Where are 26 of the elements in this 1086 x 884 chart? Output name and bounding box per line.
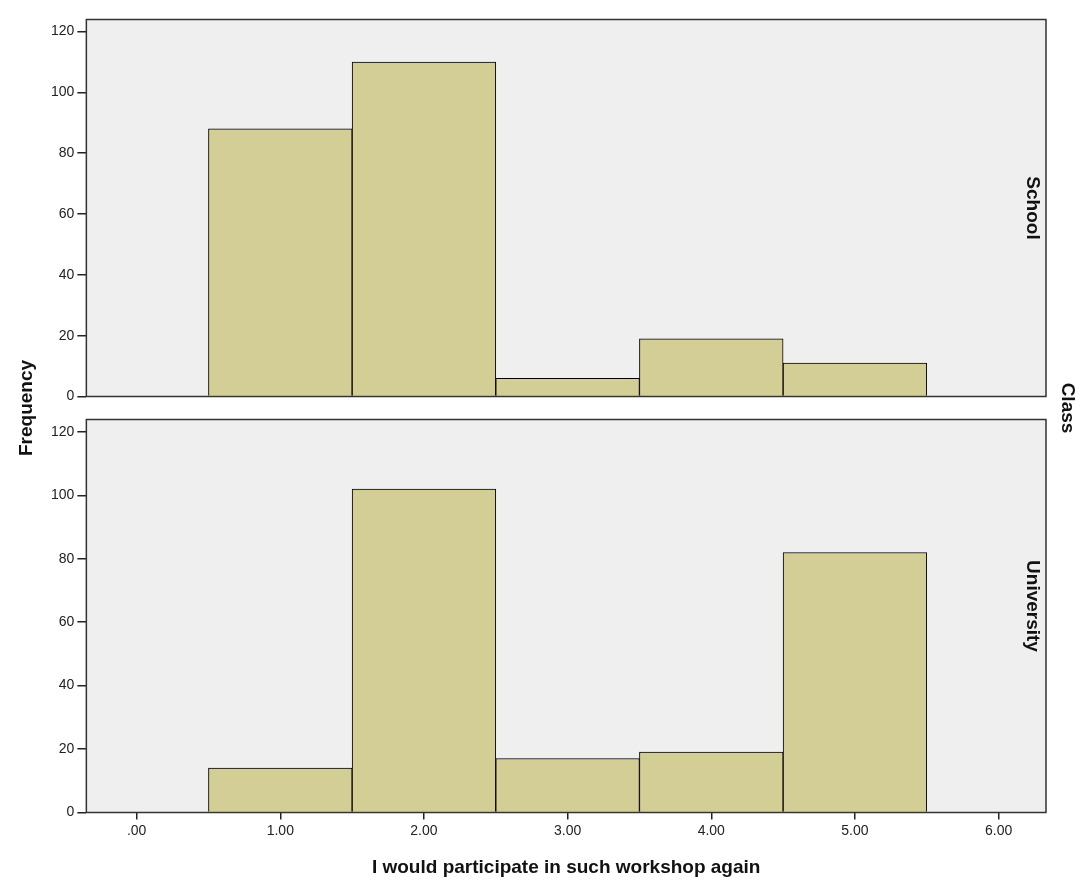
y-tick-label: 40: [58, 265, 75, 282]
x-tick-label: .00: [126, 821, 147, 838]
x-tick-label: 5.00: [841, 821, 869, 838]
x-tick-label: 2.00: [410, 821, 438, 838]
y-tick-label: 80: [58, 549, 75, 566]
x-tick-label: 1.00: [266, 821, 295, 838]
text: School: [1022, 176, 1044, 240]
y-tick-label: 0: [66, 803, 75, 820]
y-tick-label: 100: [51, 83, 75, 100]
x-tick-label: 3.00: [553, 821, 582, 838]
x-tick-label: 6.00: [984, 821, 1013, 838]
y-tick-label: 120: [51, 22, 75, 39]
y-tick-label: 0: [66, 387, 75, 404]
x-axis-title: I would participate in such workshop again: [371, 855, 761, 877]
text: Class: [1057, 382, 1080, 434]
y-tick-label: 120: [51, 422, 75, 439]
y-tick-label: 20: [58, 739, 75, 756]
y-axis-title: Frequency: [15, 359, 37, 457]
y-tick-label: 100: [51, 486, 75, 503]
y-tick-label: 40: [58, 676, 75, 693]
y-tick-label: 60: [58, 613, 75, 630]
y-tick-label: 20: [58, 326, 75, 343]
text: University: [1022, 559, 1044, 652]
y-tick-label: 60: [58, 204, 75, 221]
y-tick-label: 80: [58, 144, 75, 161]
x-tick-label: 4.00: [697, 821, 726, 838]
